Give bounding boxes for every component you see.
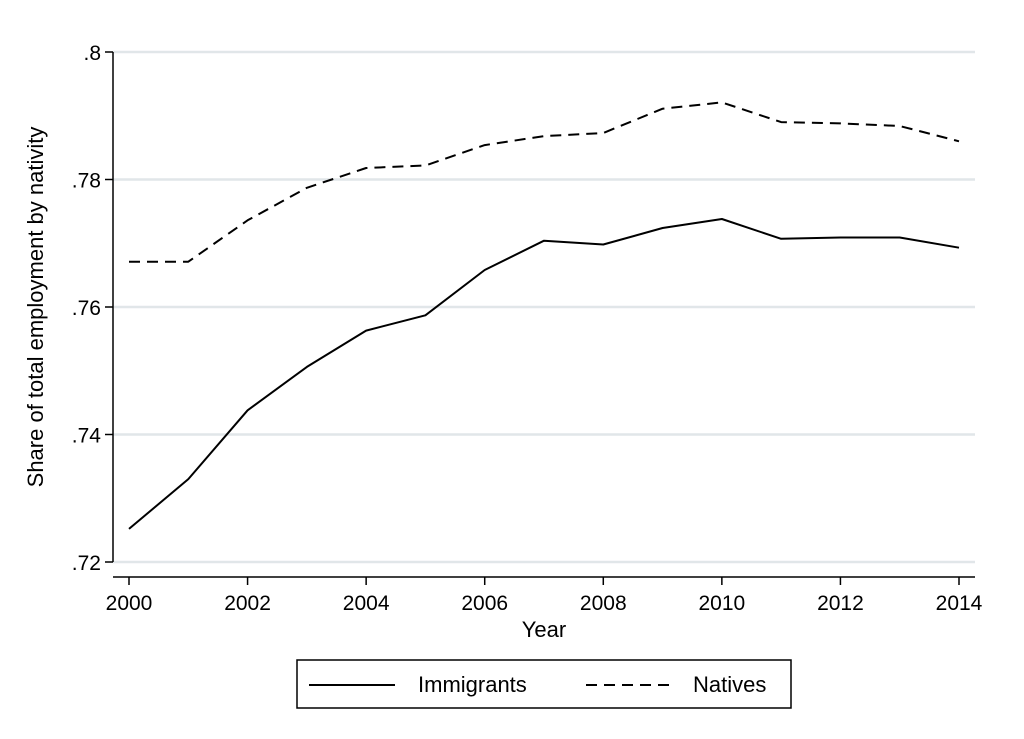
x-tick-label: 2006 — [461, 592, 508, 615]
series-lines — [128, 101, 960, 530]
legend: Immigrants Natives — [296, 659, 792, 709]
y-tick-label: .76 — [72, 297, 101, 320]
legend-label-immigrants: Immigrants — [418, 672, 527, 697]
y-tick-label: .78 — [72, 170, 101, 193]
x-tick-label: 2014 — [936, 592, 983, 615]
x-axis-title: Year — [522, 617, 566, 642]
legend-label-natives: Natives — [693, 672, 766, 697]
y-tick-label: .72 — [72, 552, 101, 575]
x-tick-label: 2008 — [580, 592, 627, 615]
y-axis-title: Share of total employment by nativity — [23, 127, 48, 488]
x-tick-label: 2002 — [224, 592, 271, 615]
x-tick-label: 2004 — [343, 592, 390, 615]
y-axis: .72 .74 .76 .78 .8 — [72, 42, 114, 575]
y-tick-label: .74 — [72, 425, 102, 448]
series-line-immigrants — [128, 218, 960, 530]
x-tick-label: 2010 — [698, 592, 745, 615]
x-tick-label: 2012 — [817, 592, 864, 615]
gridlines — [113, 50, 975, 564]
y-tick-label: .8 — [83, 42, 101, 65]
x-tick-label: 2000 — [106, 592, 153, 615]
x-axis: 2000 2002 2004 2006 2008 2010 2012 2014 — [106, 576, 983, 615]
series-line-natives — [129, 101, 960, 263]
